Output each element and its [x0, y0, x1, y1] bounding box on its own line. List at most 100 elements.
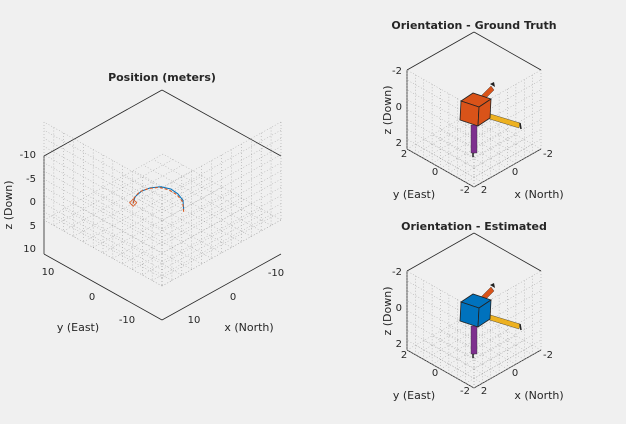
grid-line: [415, 115, 483, 154]
z-tick-label: 2: [396, 339, 402, 350]
body-z-arrow: [470, 124, 478, 154]
grid-line: [473, 119, 542, 158]
grid-line: [440, 330, 508, 370]
body-z-arrow: [470, 325, 478, 355]
y-tick-label: 0: [432, 167, 438, 178]
position-x-axis-line: [161, 253, 282, 321]
z-tick-label: 0: [30, 197, 36, 208]
trajectory-series-1: [132, 186, 185, 210]
grid-line: [448, 335, 516, 374]
grid-line: [473, 349, 542, 389]
x-tick-label: 0: [230, 292, 236, 303]
trajectory-series-2: [132, 186, 185, 212]
current-position-marker: [129, 198, 138, 207]
grid-line: [432, 134, 500, 173]
x-tick-label: -2: [543, 149, 553, 160]
grid-line: [406, 339, 475, 379]
x-tick-label: -2: [543, 350, 553, 361]
position-trajectories: [129, 186, 185, 212]
y-tick-label: -2: [460, 386, 470, 397]
grid-line: [423, 139, 491, 178]
z-tick-label: 2: [396, 138, 402, 149]
grid-line: [102, 186, 223, 254]
body-x-arrow-tip: [519, 122, 522, 130]
grid-line: [415, 316, 483, 355]
grid-line: [161, 129, 282, 197]
grid-line: [432, 335, 500, 374]
grid-line: [423, 321, 491, 360]
y-tick-label: -10: [119, 315, 135, 326]
grid-line: [423, 340, 491, 379]
grid-line: [406, 320, 475, 359]
position-y-axis-label: y (East): [57, 321, 99, 334]
grid-line: [406, 148, 475, 188]
y-tick-label: 0: [432, 368, 438, 379]
grid-line: [406, 109, 475, 148]
y-axis-label: y (East): [393, 188, 435, 201]
position-y-axis-line: [43, 253, 163, 321]
position-axes[interactable]: Position (meters) -10 -5 0 5 10 z (Down)…: [2, 71, 284, 334]
grid-line: [465, 144, 533, 183]
grid-line: [423, 120, 491, 159]
grid-line: [406, 330, 475, 369]
grid-line: [457, 120, 525, 159]
grid-line: [43, 129, 163, 197]
x-tick-label: -10: [268, 268, 284, 279]
grid-line: [457, 139, 525, 178]
grid-line: [448, 326, 516, 365]
grid-line: [473, 109, 542, 148]
z-axis-label: z (Down): [381, 286, 394, 335]
z-tick-label: 0: [396, 303, 402, 314]
y-tick-label: 2: [401, 350, 407, 361]
grid-line: [432, 326, 500, 365]
z-tick-label: 0: [396, 102, 402, 113]
grid-line: [406, 119, 475, 158]
grid-line: [457, 321, 525, 360]
y-tick-label: 2: [401, 149, 407, 160]
grid-line: [465, 115, 533, 154]
grid-line: [440, 129, 508, 169]
z-tick-label: 5: [30, 221, 36, 232]
grid-line: [473, 300, 542, 339]
y-tick-label: 0: [89, 292, 95, 303]
grid-line: [406, 300, 475, 339]
z-tick-label: -5: [26, 174, 36, 185]
grid-line: [63, 164, 183, 232]
z-tick-label: -10: [20, 150, 36, 161]
x-axis-label: x (North): [514, 389, 563, 402]
position-z-axis-label: z (Down): [2, 180, 15, 229]
frame-edge: [473, 232, 542, 272]
y-tick-label: 10: [42, 267, 55, 278]
orientation-title: Orientation - Estimated: [401, 220, 547, 233]
grid-line: [415, 345, 483, 384]
z-axis-label: z (Down): [381, 85, 394, 134]
grid-line: [406, 89, 475, 128]
cube-side-face: [477, 98, 492, 127]
z-tick-label: -2: [392, 66, 402, 77]
position-z-ticks: -10 -5 0 5 10: [20, 150, 36, 255]
cube-side-face: [477, 299, 492, 328]
grid-line: [415, 144, 483, 183]
x-axis-label: x (North): [514, 188, 563, 201]
position-y-ticks: 10 0 -10: [42, 267, 136, 326]
body-x-arrow-tip: [519, 323, 522, 331]
z-tick-label: -2: [392, 267, 402, 278]
body-y-arrow-tip: [490, 82, 495, 87]
position-frame-edge: [161, 89, 282, 157]
grid-line: [406, 129, 475, 168]
y-axis-label: y (East): [393, 389, 435, 402]
grid-line: [440, 129, 508, 169]
orientation-title: Orientation - Ground Truth: [391, 19, 556, 32]
grid-line: [406, 310, 475, 349]
grid-line: [473, 138, 542, 178]
grid-line: [406, 311, 475, 351]
x-tick-label: 2: [481, 185, 487, 196]
grid-line: [473, 99, 542, 138]
grid-line: [473, 320, 542, 359]
position-frame-edge: [43, 89, 163, 157]
grid-line: [406, 349, 475, 389]
grid-line: [112, 192, 232, 259]
grid-line: [473, 110, 542, 150]
